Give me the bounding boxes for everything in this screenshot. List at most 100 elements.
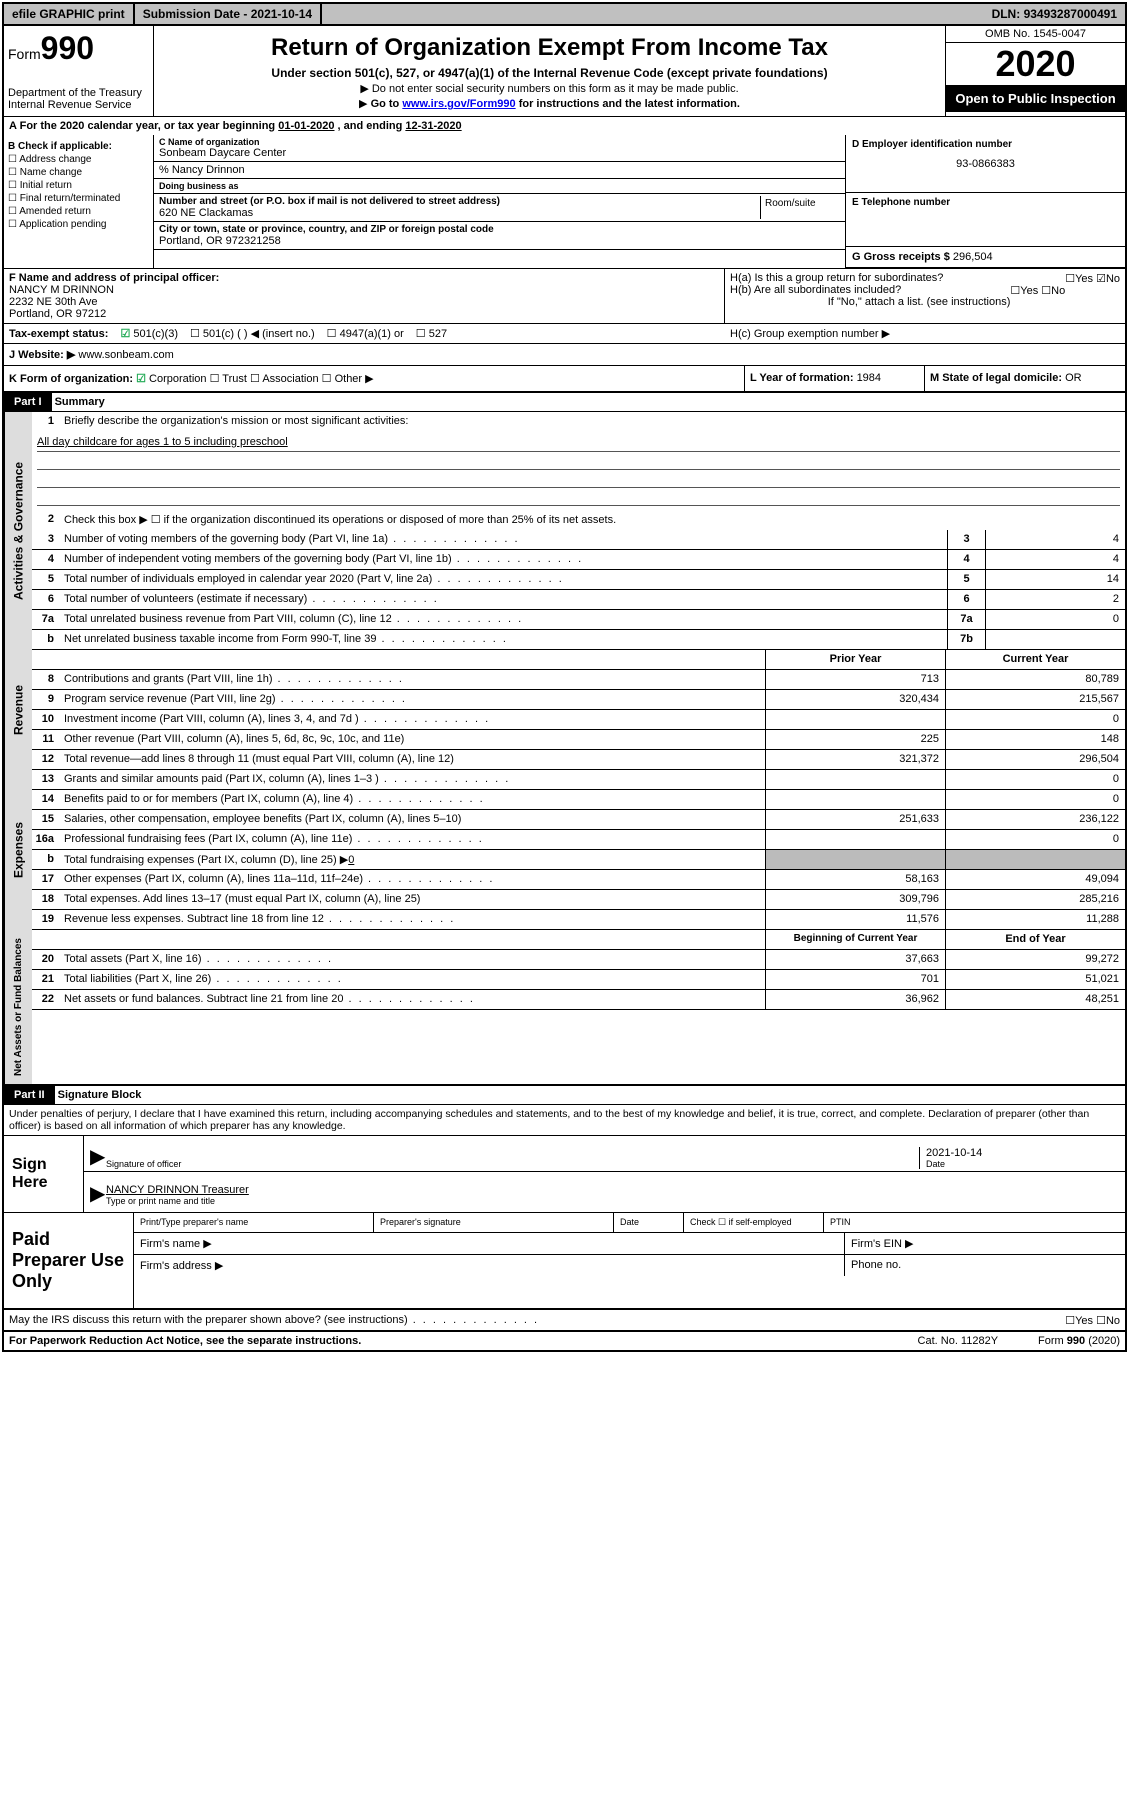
part1-label: Part I — [4, 393, 52, 411]
c15: 236,122 — [945, 810, 1125, 829]
c11: 148 — [945, 730, 1125, 749]
room-suite: Room/suite — [760, 196, 840, 219]
prep-sig-label: Preparer's signature — [374, 1213, 614, 1232]
p11: 225 — [765, 730, 945, 749]
public-inspection: Open to Public Inspection — [946, 85, 1125, 112]
c12: 296,504 — [945, 750, 1125, 769]
chk-corp[interactable]: Corporation — [136, 373, 206, 385]
chk-address-change[interactable]: Address change — [8, 154, 149, 165]
page-footer: For Paperwork Reduction Act Notice, see … — [4, 1332, 1125, 1350]
val-4: 4 — [985, 550, 1125, 569]
p9: 320,434 — [765, 690, 945, 709]
chk-501c3[interactable]: 501(c)(3) — [120, 327, 178, 340]
discuss-row: May the IRS discuss this return with the… — [4, 1310, 1125, 1332]
part2-label: Part II — [4, 1086, 55, 1104]
h-b: H(b) Are all subordinates included?☐Yes … — [730, 284, 1120, 296]
part1-title: Summary — [55, 396, 105, 408]
c18: 285,216 — [945, 890, 1125, 909]
tax-year: 2020 — [946, 43, 1125, 85]
efile-label: efile GRAPHIC print — [4, 4, 135, 24]
chk-initial-return[interactable]: Initial return — [8, 180, 149, 191]
p19: 11,576 — [765, 910, 945, 929]
c14: 0 — [945, 790, 1125, 809]
prep-name-label: Print/Type preparer's name — [134, 1213, 374, 1232]
firm-ein-label: Firm's EIN ▶ — [845, 1233, 1125, 1254]
c10: 0 — [945, 710, 1125, 729]
officer-addr2: Portland, OR 97212 — [9, 308, 719, 320]
officer-print-name: NANCY DRINNON Treasurer — [106, 1184, 249, 1196]
chk-other[interactable]: Other ▶ — [322, 373, 374, 385]
dept-irs: Internal Revenue Service — [8, 99, 149, 111]
gross-receipts: 296,504 — [953, 251, 993, 263]
omb-number: OMB No. 1545-0047 — [946, 26, 1125, 43]
penalty-statement: Under penalties of perjury, I declare th… — [4, 1105, 1125, 1136]
p15: 251,633 — [765, 810, 945, 829]
c13: 0 — [945, 770, 1125, 789]
p16a — [765, 830, 945, 849]
p8: 713 — [765, 670, 945, 689]
part2-title: Signature Block — [58, 1089, 142, 1101]
prep-date-label: Date — [614, 1213, 684, 1232]
tax-period: A For the 2020 calendar year, or tax yea… — [4, 117, 1125, 135]
officer-name: NANCY M DRINNON — [9, 284, 719, 296]
val-3: 4 — [985, 530, 1125, 549]
irs-link[interactable]: www.irs.gov/Form990 — [402, 98, 515, 110]
chk-app-pending[interactable]: Application pending — [8, 219, 149, 230]
phone-label: E Telephone number — [852, 197, 1119, 208]
officer-addr1: 2232 NE 30th Ave — [9, 296, 719, 308]
vtab-governance: Activities & Governance — [4, 412, 32, 650]
chk-assoc[interactable]: Association — [250, 373, 319, 385]
chk-amended[interactable]: Amended return — [8, 206, 149, 217]
c9: 215,567 — [945, 690, 1125, 709]
p10 — [765, 710, 945, 729]
sig-arrow-icon: ▶ — [90, 1181, 106, 1206]
ssn-note: Do not enter social security numbers on … — [162, 82, 937, 95]
sig-arrow-icon: ▶ — [90, 1144, 106, 1169]
vtab-revenue: Revenue — [4, 650, 32, 770]
care-of: % Nancy Drinnon — [154, 162, 845, 179]
p21: 701 — [765, 970, 945, 989]
c8: 80,789 — [945, 670, 1125, 689]
paid-preparer-label: Paid Preparer Use Only — [4, 1213, 134, 1308]
form-number: Form990 — [8, 30, 149, 67]
firm-name-label: Firm's name ▶ — [134, 1233, 845, 1254]
h-a: H(a) Is this a group return for subordin… — [730, 272, 1120, 284]
c21: 51,021 — [945, 970, 1125, 989]
p20: 37,663 — [765, 950, 945, 969]
val-7b — [985, 630, 1125, 649]
c22: 48,251 — [945, 990, 1125, 1009]
vtab-expenses: Expenses — [4, 770, 32, 930]
chk-trust[interactable]: Trust — [210, 373, 247, 385]
firm-addr-label: Firm's address ▶ — [134, 1255, 845, 1276]
city-state-zip: Portland, OR 972321258 — [159, 235, 840, 247]
year-formation: L Year of formation: 1984 — [745, 366, 925, 391]
val-7a: 0 — [985, 610, 1125, 629]
c19: 11,288 — [945, 910, 1125, 929]
sig-date: 2021-10-14 — [926, 1147, 1119, 1159]
p12: 321,372 — [765, 750, 945, 769]
prep-ptin-label: PTIN — [824, 1213, 1125, 1232]
chk-501c[interactable]: 501(c) ( ) ◀ (insert no.) — [190, 327, 315, 340]
chk-4947[interactable]: 4947(a)(1) or — [327, 327, 404, 340]
val-5: 14 — [985, 570, 1125, 589]
form-title: Return of Organization Exempt From Incom… — [162, 34, 937, 62]
val-6: 2 — [985, 590, 1125, 609]
dln: DLN: 93493287000491 — [984, 4, 1125, 24]
p13 — [765, 770, 945, 789]
chk-name-change[interactable]: Name change — [8, 167, 149, 178]
org-name: Sonbeam Daycare Center — [159, 147, 840, 159]
c16a: 0 — [945, 830, 1125, 849]
c20: 99,272 — [945, 950, 1125, 969]
state-domicile: M State of legal domicile: OR — [925, 366, 1125, 391]
h-b-note: If "No," attach a list. (see instruction… — [730, 296, 1120, 308]
sig-officer-label: Signature of officer — [106, 1159, 919, 1169]
chk-final-return[interactable]: Final return/terminated — [8, 193, 149, 204]
chk-527[interactable]: 527 — [416, 327, 447, 340]
vtab-net-assets: Net Assets or Fund Balances — [4, 930, 32, 1084]
p17: 58,163 — [765, 870, 945, 889]
h-c: H(c) Group exemption number ▶ — [725, 324, 1125, 343]
street-address: 620 NE Clackamas — [159, 207, 760, 219]
c17: 49,094 — [945, 870, 1125, 889]
mission-text: All day childcare for ages 1 to 5 includ… — [37, 436, 1120, 452]
section-b-checkboxes: B Check if applicable: Address change Na… — [4, 135, 154, 268]
